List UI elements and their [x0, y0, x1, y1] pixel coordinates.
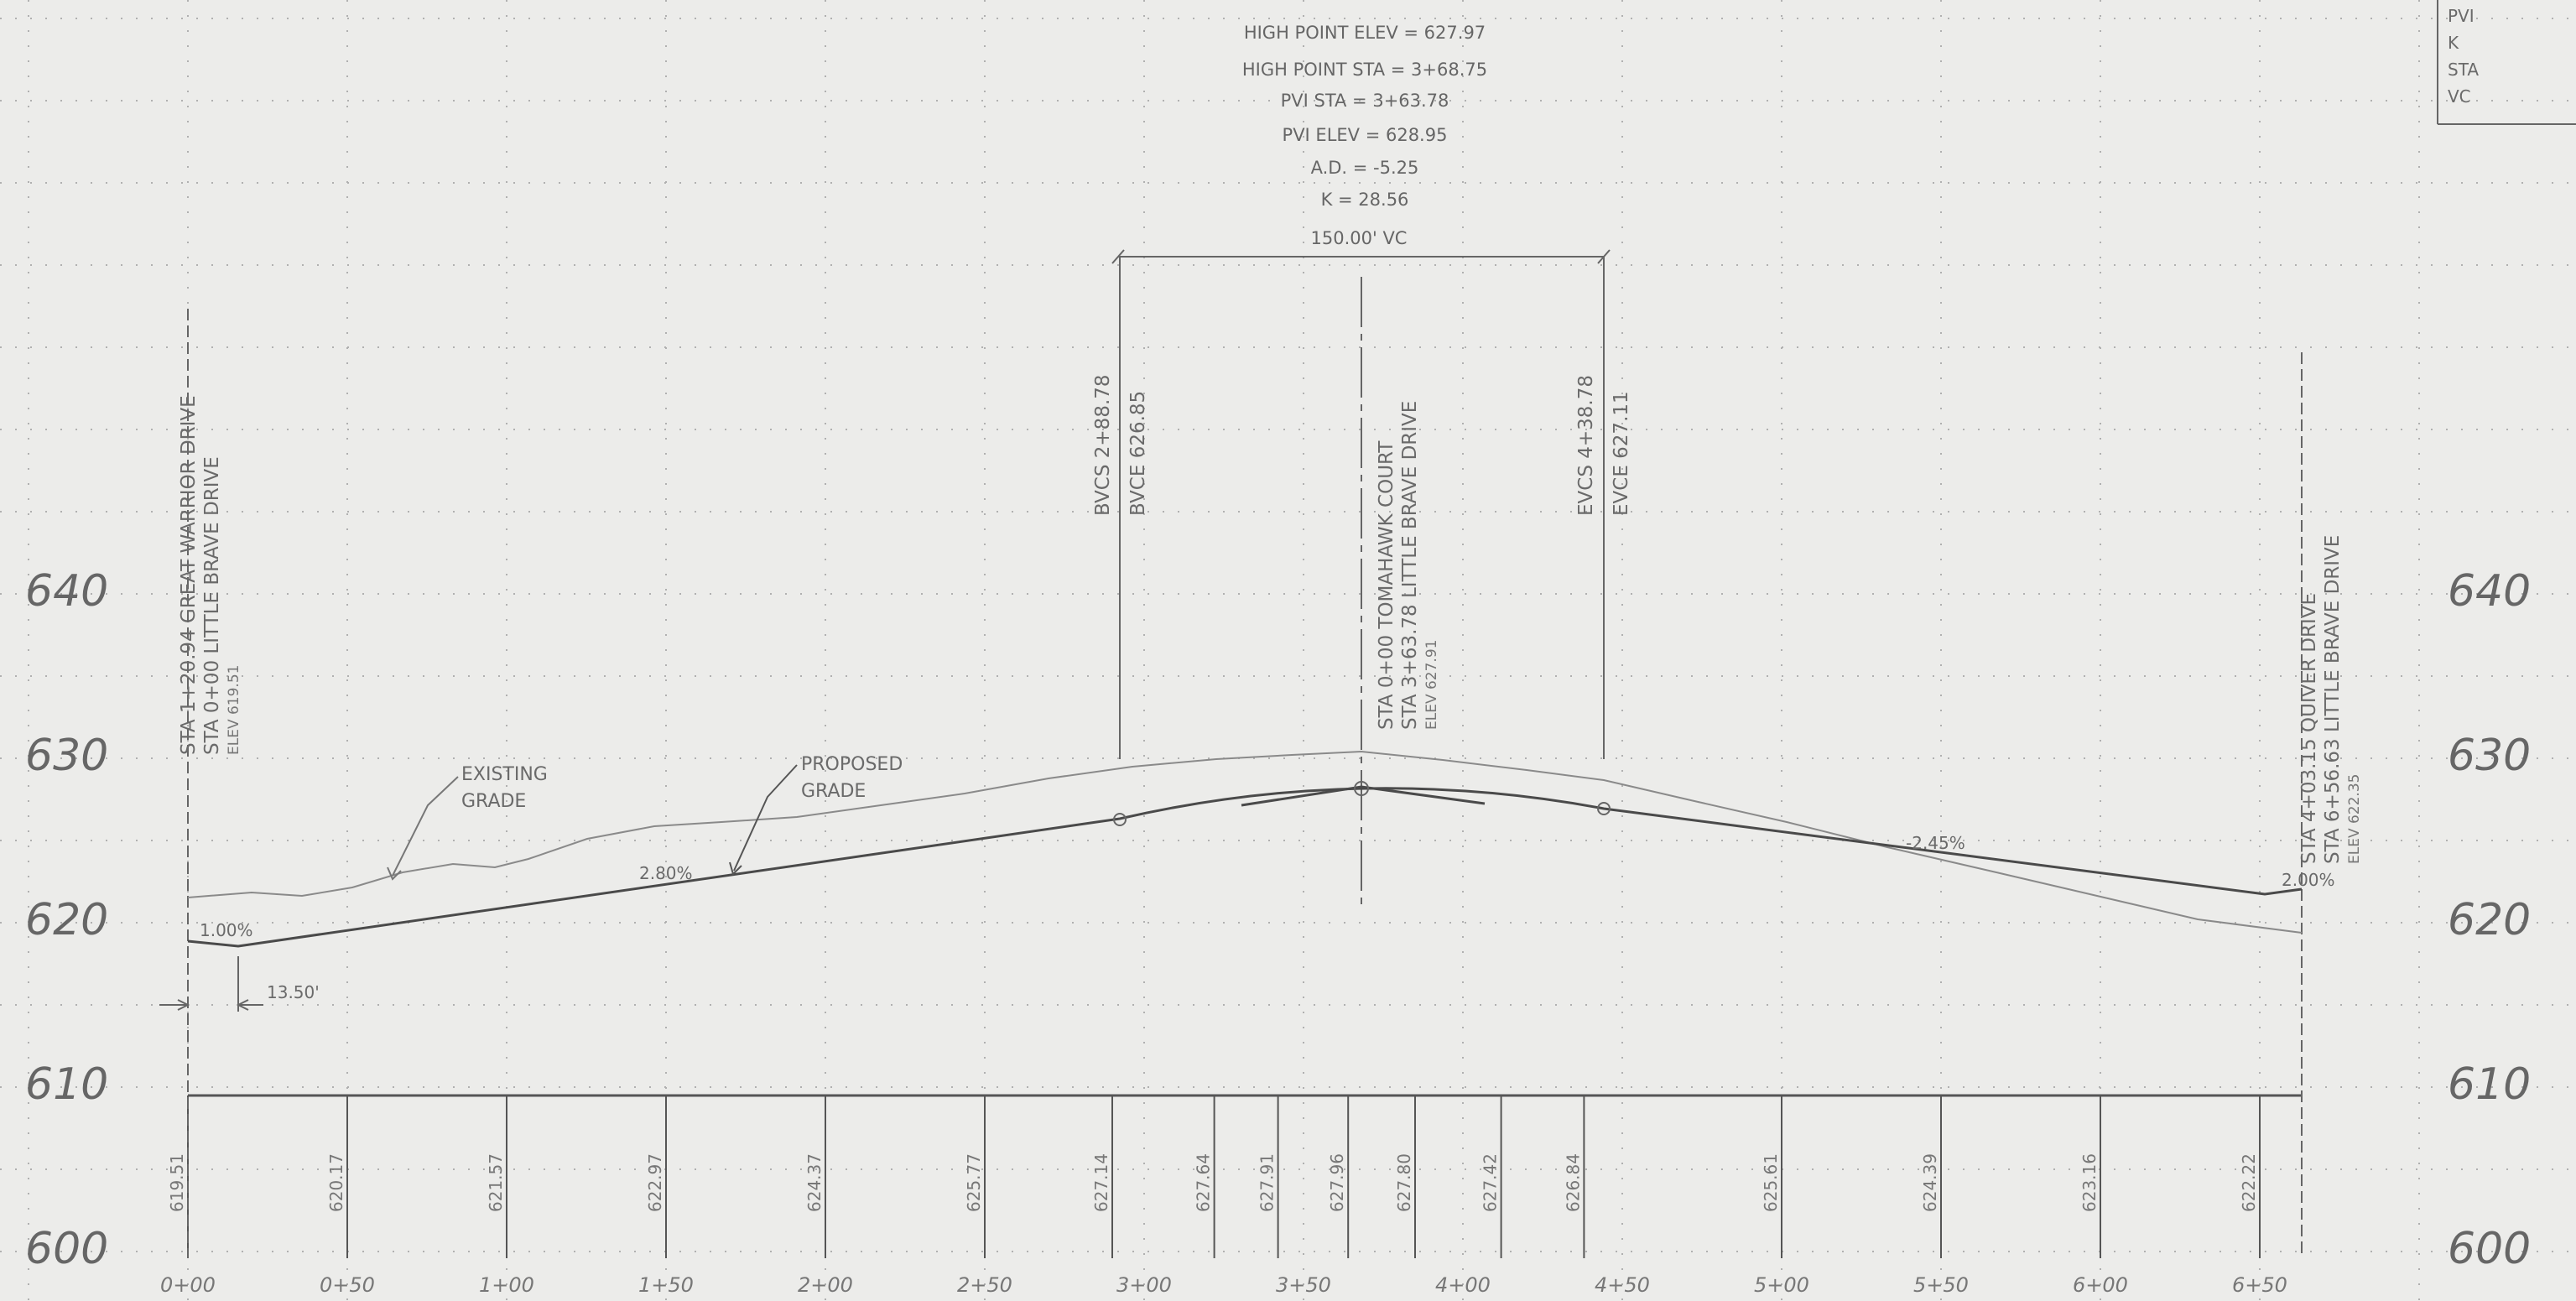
legend-item: STA: [2448, 60, 2479, 80]
vc-length-label: 150.00' VC: [1311, 228, 1408, 248]
elevation-value: 627.96: [1327, 1153, 1347, 1212]
slope-label-down: -2.45%: [1906, 833, 1965, 853]
station-label: 5+50: [1913, 1273, 1969, 1297]
svg-text:PROPOSED: PROPOSED: [801, 754, 903, 775]
svg-text:STA 3+63.78 LITTLE BRAVE DRIVE: STA 3+63.78 LITTLE BRAVE DRIVE: [1399, 401, 1421, 730]
evc-marker: [1597, 802, 1611, 815]
start-station-label: STA 1+20.94 GREAT WARRIOR DRIVE STA 0+00…: [178, 395, 242, 755]
station-axis: 0+00 0+50 1+00 1+50 2+00 2+50 3+00 3+50 …: [160, 1273, 2287, 1297]
elevation-label: 630: [25, 731, 108, 781]
legend-box: PVI K STA VC: [2437, 0, 2576, 125]
svg-text:BVCS 2+88.78: BVCS 2+88.78: [1092, 374, 1114, 516]
station-label: 6+50: [2232, 1273, 2287, 1297]
elevation-value: 621.57: [486, 1153, 506, 1212]
dimension-13-50: 13.50': [159, 956, 320, 1012]
existing-grade-callout: EXISTING GRADE: [387, 764, 548, 881]
bvc-marker: [1113, 813, 1127, 826]
elevation-value: 619.51: [167, 1153, 187, 1212]
legend-item: PVI: [2448, 6, 2475, 26]
station-label: 5+00: [1754, 1273, 1809, 1297]
elevation-label: 640: [25, 566, 108, 617]
svg-text:STA 4+03.15 QUIVER DRIVE: STA 4+03.15 QUIVER DRIVE: [2298, 593, 2320, 864]
station-label: 1+00: [479, 1273, 534, 1297]
elevation-label: 620: [25, 895, 108, 945]
evc-label: EVCS 4+38.78 EVCE 627.11: [1575, 375, 1632, 516]
elevation-value: 626.84: [1563, 1153, 1583, 1212]
curve-info-line: PVI STA = 3+63.78: [1281, 91, 1449, 111]
slope-label-up: 2.80%: [639, 863, 693, 883]
elevation-value: 627.80: [1394, 1153, 1414, 1212]
elevation-value: 627.42: [1481, 1153, 1501, 1212]
bvc-label: BVCS 2+88.78 BVCE 626.85: [1092, 374, 1149, 516]
elevation-label: 600: [2448, 1224, 2531, 1274]
elevation-value: 627.14: [1091, 1153, 1111, 1212]
elevation-value: 625.61: [1761, 1153, 1781, 1212]
svg-text:EXISTING: EXISTING: [461, 764, 548, 785]
curve-info-line: HIGH POINT ELEV = 627.97: [1244, 23, 1486, 43]
elevation-axis-right: 640 630 620 610 600: [2448, 566, 2531, 1274]
svg-text:BVCE 626.85: BVCE 626.85: [1127, 391, 1149, 516]
svg-text:STA 0+00 TOMAHAWK COURT: STA 0+00 TOMAHAWK COURT: [1376, 440, 1397, 730]
elevation-label: 620: [2448, 895, 2531, 945]
slope-label-end: 2.00%: [2282, 870, 2335, 890]
svg-text:ELEV 622.35: ELEV 622.35: [2346, 774, 2363, 864]
existing-grade-line: [187, 750, 2303, 934]
svg-text:13.50': 13.50': [267, 982, 320, 1002]
svg-text:ELEV 627.91: ELEV 627.91: [1423, 640, 1440, 730]
curve-info-line: PVI ELEV = 628.95: [1283, 125, 1448, 145]
elevation-label: 630: [2448, 731, 2531, 781]
elevation-value: 624.39: [1920, 1153, 1940, 1212]
curve-info-line: K = 28.56: [1321, 190, 1409, 210]
proposed-grade-line: [187, 787, 2303, 948]
curve-info-line: HIGH POINT STA = 3+68.75: [1242, 60, 1487, 80]
station-label: 3+00: [1116, 1273, 1172, 1297]
elevation-axis-left: 640 630 620 610 600: [25, 566, 108, 1274]
svg-text:STA 1+20.94 GREAT WARRIOR DRIV: STA 1+20.94 GREAT WARRIOR DRIVE: [178, 395, 200, 755]
svg-text:EVCS 4+38.78: EVCS 4+38.78: [1575, 375, 1597, 516]
pvi-label: STA 0+00 TOMAHAWK COURT STA 3+63.78 LITT…: [1376, 401, 1440, 730]
svg-text:EVCE 627.11: EVCE 627.11: [1611, 391, 1632, 516]
station-label: 0+00: [160, 1273, 216, 1297]
legend-item: K: [2448, 33, 2459, 53]
elevation-value: 622.97: [645, 1153, 665, 1212]
svg-text:STA 0+00 LITTLE BRAVE DRIVE: STA 0+00 LITTLE BRAVE DRIVE: [201, 456, 223, 755]
proposed-grade-callout: PROPOSED GRADE: [729, 754, 903, 876]
curve-info-line: A.D. = -5.25: [1311, 158, 1419, 178]
pvi-tangents: [1241, 785, 1486, 807]
station-label: 2+50: [957, 1273, 1012, 1297]
slope-label-start: 1.00%: [200, 920, 253, 940]
svg-text:ELEV 619.51: ELEV 619.51: [226, 665, 242, 755]
elevation-table: 619.51 620.17 621.57 622.97 624.37 625.77 627.…: [167, 1095, 2261, 1258]
elevation-label: 610: [2448, 1059, 2531, 1110]
elevation-value: 623.16: [2079, 1153, 2100, 1212]
elevation-label: 610: [25, 1059, 108, 1110]
elevation-value: 622.22: [2239, 1153, 2259, 1212]
station-label: 4+50: [1595, 1273, 1650, 1297]
pvi-marker: [1354, 781, 1369, 796]
station-label: 0+50: [320, 1273, 375, 1297]
svg-text:GRADE: GRADE: [801, 781, 866, 802]
legend-item: VC: [2448, 86, 2471, 107]
station-label: 3+50: [1276, 1273, 1331, 1297]
elevation-label: 600: [25, 1224, 108, 1274]
elevation-label: 640: [2448, 566, 2531, 617]
svg-text:GRADE: GRADE: [461, 791, 526, 812]
station-label: 2+00: [798, 1273, 853, 1297]
elevation-value: 627.64: [1194, 1153, 1214, 1212]
elevation-value: 627.91: [1257, 1153, 1278, 1212]
station-label: 6+00: [2073, 1273, 2128, 1297]
elevation-value: 625.77: [964, 1153, 984, 1212]
station-label: 1+50: [638, 1273, 694, 1297]
station-label: 4+00: [1435, 1273, 1491, 1297]
elevation-value: 620.17: [326, 1153, 346, 1212]
end-station-label: STA 4+03.15 QUIVER DRIVE STA 6+56.63 LIT…: [2298, 535, 2363, 864]
elevation-value: 624.37: [804, 1153, 825, 1212]
curve-info: HIGH POINT ELEV = 627.97 HIGH POINT STA …: [1111, 23, 1611, 264]
svg-text:STA 6+56.63 LITTLE BRAVE DRIVE: STA 6+56.63 LITTLE BRAVE DRIVE: [2322, 535, 2344, 864]
